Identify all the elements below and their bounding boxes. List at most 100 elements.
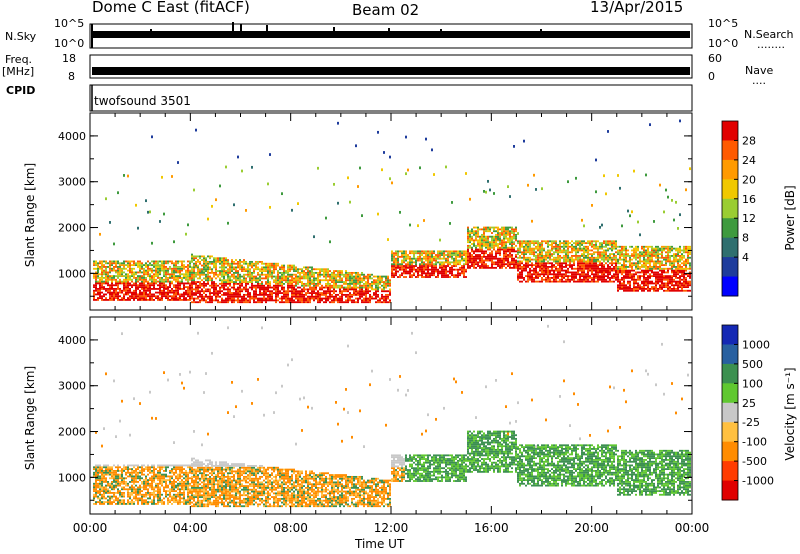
power-echo-cell	[191, 282, 193, 285]
power-echo-cell	[169, 275, 171, 278]
power-echo-cell	[419, 257, 421, 260]
power-echo-cell	[601, 244, 603, 246]
power-echo-cell	[469, 233, 471, 236]
power-echo-cell	[527, 245, 529, 248]
power-echo-cell	[421, 265, 423, 267]
power-echo-cell	[237, 301, 239, 304]
power-echo-cell	[541, 245, 543, 248]
power-echo-cell	[99, 291, 101, 294]
nsky-tick-bottom: 10^0	[54, 37, 85, 50]
power-echo-cell	[491, 237, 493, 240]
power-echo-cell	[667, 247, 669, 250]
power-echo-cell	[591, 256, 593, 259]
power-echo-cell	[557, 251, 559, 254]
power-echo-cell	[153, 273, 155, 276]
power-echo-cell	[623, 249, 625, 252]
power-echo-cell	[283, 270, 285, 272]
power-echo-cell	[363, 282, 365, 285]
power-echo-cell	[239, 299, 241, 302]
power-echo-cell	[97, 289, 99, 292]
power-echo-cell	[325, 293, 327, 296]
power-echo-cell	[633, 280, 635, 283]
power-echo-cell	[515, 259, 517, 262]
power-echo-cell	[319, 275, 321, 278]
power-echo-cell	[511, 243, 513, 245]
power-echo-cell	[305, 266, 307, 269]
power-echo-cell	[581, 280, 583, 283]
power-echo-cell	[169, 280, 171, 283]
power-echo-cell	[535, 240, 537, 243]
power-echo-cell	[563, 269, 565, 272]
power-echo-cell	[349, 297, 351, 300]
power-echo-cell	[669, 278, 671, 281]
power-echo-cell	[329, 282, 331, 285]
power-echo-cell	[657, 289, 659, 292]
power-echo-cell	[257, 293, 259, 296]
power-echo-cell	[617, 267, 619, 270]
power-echo-cell	[501, 241, 503, 244]
power-echo-cell	[669, 247, 671, 250]
power-echo-cell	[179, 280, 181, 283]
power-echo-cell	[159, 288, 161, 290]
power-echo-cell	[257, 284, 259, 287]
power-echo-cell	[513, 235, 515, 238]
power-echo-cell	[161, 280, 163, 283]
power-echo-cell	[125, 286, 127, 289]
power-echo-cell	[275, 264, 277, 267]
power-echo-cell	[479, 255, 481, 258]
power-echo-cell	[417, 274, 419, 277]
power-echo-cell	[347, 286, 349, 289]
power-echo-cell	[177, 299, 179, 301]
power-echo-cell	[323, 292, 325, 294]
power-echo-cell	[325, 279, 327, 282]
power-echo-cell	[471, 243, 473, 245]
power-echo-cell	[271, 266, 273, 269]
power-echo-cell	[345, 277, 347, 280]
power-echo-cell	[659, 273, 661, 276]
power-echo-cell	[259, 284, 261, 287]
power-echo-cell	[247, 295, 249, 298]
power-echo-cell	[93, 262, 95, 265]
power-echo-cell	[339, 273, 341, 276]
power-echo-cell	[529, 240, 531, 243]
power-echo-cell	[175, 297, 177, 300]
power-echo-cell	[601, 242, 603, 245]
power-echo-cell	[227, 275, 229, 278]
power-echo-cell	[223, 293, 225, 296]
power-echo-cell	[307, 301, 309, 304]
nsky-spike	[388, 28, 390, 34]
nsky-spike	[232, 22, 234, 34]
power-echo-cell	[503, 232, 505, 234]
power-echo-cell	[139, 295, 141, 298]
power-echo-cell	[337, 281, 339, 283]
power-echo-cell	[237, 293, 239, 296]
power-echo-cell	[177, 282, 179, 285]
power-echo-cell	[189, 277, 191, 279]
power-echo-cell	[579, 266, 581, 268]
power-echo-cell	[275, 286, 277, 289]
power-echo-cell	[171, 260, 173, 263]
power-echo-cell	[585, 245, 587, 248]
power-echo-cell	[453, 268, 455, 271]
power-echo-cell	[357, 292, 359, 294]
power-echo-cell	[209, 257, 211, 260]
power-echo-cell	[433, 270, 435, 273]
power-echo-cell	[343, 281, 345, 283]
power-echo-cell	[625, 289, 627, 292]
power-echo-cell	[391, 272, 393, 275]
power-echo-cell	[423, 276, 425, 278]
power-echo-cell	[485, 246, 487, 249]
power-echo-cell	[483, 239, 485, 242]
power-echo-cell	[159, 267, 161, 270]
power-echo-cell	[499, 241, 501, 244]
power-echo-cell	[369, 275, 371, 278]
power-echo-cell	[649, 262, 651, 265]
power-echo-cell	[123, 262, 125, 265]
power-echo-cell	[635, 249, 637, 252]
power-echo-cell	[229, 284, 231, 287]
power-echo-cell	[553, 280, 555, 283]
power-echo-cell	[427, 254, 429, 256]
power-echo-cell	[341, 301, 343, 304]
power-echo-cell	[593, 240, 595, 243]
nsky-panel	[89, 23, 693, 49]
